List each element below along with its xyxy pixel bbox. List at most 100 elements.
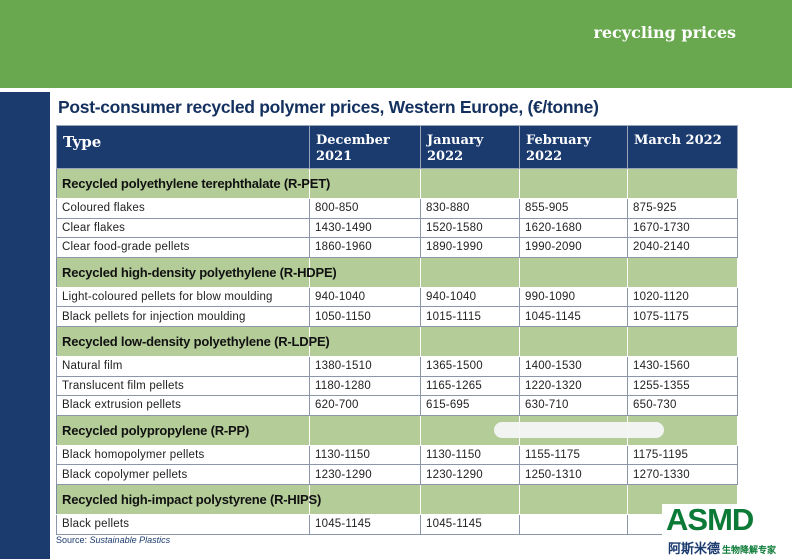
source-name: Sustainable Plastics	[89, 535, 171, 545]
section-row: Recycled high-impact polystyrene (R-HIPS…	[56, 483, 738, 515]
price-cell: 1670-1730	[627, 217, 738, 239]
price-cell	[519, 513, 628, 535]
table-header-row: Type December 2021 January 2022 February…	[56, 125, 738, 169]
section-empty-cell	[420, 325, 520, 357]
price-cell: 940-1040	[309, 286, 421, 308]
row-type-cell: Black pellets	[56, 513, 310, 535]
row-type-cell: Black pellets for injection moulding	[56, 306, 310, 327]
section-empty-cell	[627, 325, 738, 357]
column-header-mar: March 2022	[627, 125, 738, 169]
table-row: Light-coloured pellets for blow moulding…	[56, 286, 738, 308]
price-cell: 630-710	[519, 395, 628, 416]
section-title: Recycled low-density polyethylene (R-LDP…	[56, 325, 330, 357]
section-empty-cell	[627, 168, 738, 199]
table-row: Black extrusion pellets 620-700 615-695 630…	[56, 395, 738, 416]
price-cell: 1430-1490	[309, 217, 421, 239]
table-row: Black pellets for injection moulding 1050…	[56, 306, 738, 327]
price-cell: 1175-1195	[627, 444, 738, 466]
row-type-cell: Light-coloured pellets for blow moulding	[56, 286, 310, 308]
table-row: Black pellets 1045-1145 1045-1145	[56, 513, 738, 535]
price-cell: 1250-1310	[519, 464, 628, 485]
section-empty-cell	[627, 256, 738, 288]
price-cell: 855-905	[519, 198, 628, 219]
price-cell: 1255-1355	[627, 375, 738, 397]
price-cell: 650-730	[627, 395, 738, 416]
source-note: Source: Sustainable Plastics	[56, 535, 170, 545]
table-row: Natural film 1380-1510 1365-1500 1400-1530 1…	[56, 355, 738, 377]
row-type-cell: Coloured flakes	[56, 198, 310, 219]
price-cell: 1180-1280	[309, 375, 421, 397]
price-cell: 1620-1680	[519, 217, 628, 239]
table-title: Post-consumer recycled polymer prices, W…	[58, 97, 599, 117]
table-body: Recycled polyethylene terephthalate (R-P…	[56, 168, 738, 535]
price-cell: 1220-1320	[519, 375, 628, 397]
column-header-dec: December 2021	[309, 125, 421, 169]
section-empty-cell	[420, 483, 520, 515]
divider	[0, 88, 792, 92]
section-empty-cell	[519, 325, 628, 357]
price-cell: 875-925	[627, 198, 738, 219]
price-cell: 800-850	[309, 198, 421, 219]
logo-chinese-text: 阿斯米德 生物降解专家	[668, 538, 776, 557]
price-cell: 1860-1960	[309, 237, 421, 258]
price-cell: 1075-1175	[627, 306, 738, 327]
price-cell: 1520-1580	[420, 217, 520, 239]
table-row: Black copolymer pellets 1230-1290 1230-129…	[56, 464, 738, 485]
price-cell: 1230-1290	[420, 464, 520, 485]
price-cell: 1230-1290	[309, 464, 421, 485]
section-row: Recycled high-density polyethylene (R-HD…	[56, 256, 738, 288]
row-type-cell: Black extrusion pellets	[56, 395, 310, 416]
row-type-cell: Translucent film pellets	[56, 375, 310, 397]
price-cell: 1015-1115	[420, 306, 520, 327]
section-row: Recycled low-density polyethylene (R-LDP…	[56, 325, 738, 357]
table-row: Clear food-grade pellets 1860-1960 1890-19…	[56, 237, 738, 258]
price-cell: 1380-1510	[309, 355, 421, 377]
section-empty-cell	[519, 483, 628, 515]
row-type-cell: Black copolymer pellets	[56, 464, 310, 485]
price-cell: 1045-1145	[519, 306, 628, 327]
price-cell: 1130-1150	[420, 444, 520, 466]
section-empty-cell	[309, 483, 421, 515]
section-label: recycling prices	[593, 23, 736, 42]
section-empty-cell	[309, 168, 421, 199]
price-table: Type December 2021 January 2022 February…	[56, 125, 738, 535]
asmd-logo: ASMD 阿斯米德 生物降解专家	[662, 504, 792, 559]
logo-chinese-name: 阿斯米德	[668, 541, 721, 556]
section-empty-cell	[420, 256, 520, 288]
section-empty-cell	[519, 168, 628, 199]
price-cell: 1400-1530	[519, 355, 628, 377]
logo-mark: ASMD	[666, 502, 754, 537]
column-header-type: Type	[56, 125, 310, 169]
section-title: Recycled high-impact polystyrene (R-HIPS…	[56, 483, 321, 515]
price-cell: 1020-1120	[627, 286, 738, 308]
row-type-cell: Clear food-grade pellets	[56, 237, 310, 258]
section-empty-cell	[420, 414, 520, 446]
price-cell: 1045-1145	[309, 513, 421, 535]
price-cell: 1430-1560	[627, 355, 738, 377]
price-cell: 1155-1175	[519, 444, 628, 466]
section-title: Recycled polypropylene (R-PP)	[56, 414, 310, 446]
watermark-blur	[494, 422, 664, 438]
price-cell: 2040-2140	[627, 237, 738, 258]
section-row: Recycled polyethylene terephthalate (R-P…	[56, 168, 738, 199]
price-cell: 1990-2090	[519, 237, 628, 258]
price-cell: 1270-1330	[627, 464, 738, 485]
section-empty-cell	[309, 256, 421, 288]
table-row: Clear flakes 1430-1490 1520-1580 1620-1680 1…	[56, 217, 738, 239]
price-cell: 1050-1150	[309, 306, 421, 327]
table-row: Black homopolymer pellets 1130-1150 1130-1…	[56, 444, 738, 466]
top-banner: recycling prices	[0, 0, 792, 88]
section-empty-cell	[519, 256, 628, 288]
price-cell: 1890-1990	[420, 237, 520, 258]
logo-chinese-tagline: 生物降解专家	[722, 545, 777, 555]
section-title: Recycled polyethylene terephthalate (R-P…	[56, 168, 330, 199]
price-cell: 615-695	[420, 395, 520, 416]
price-cell: 1130-1150	[309, 444, 421, 466]
table-row: Coloured flakes 800-850 830-880 855-905 875-…	[56, 198, 738, 219]
price-cell: 830-880	[420, 198, 520, 219]
source-label: Source:	[56, 535, 88, 545]
table-card: Post-consumer recycled polymer prices, W…	[50, 92, 792, 559]
price-cell: 620-700	[309, 395, 421, 416]
section-empty-cell	[420, 168, 520, 199]
price-cell: 990-1090	[519, 286, 628, 308]
